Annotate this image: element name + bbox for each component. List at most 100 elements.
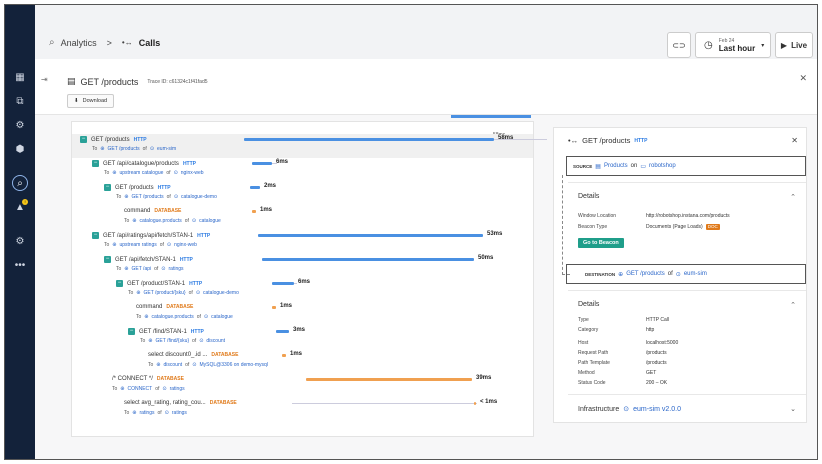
span-duration: 1ms	[280, 303, 293, 309]
destination-endpoint[interactable]: GET /products	[626, 271, 665, 277]
time-range-selector[interactable]: ◷ Feb 24 Last hour ▾	[695, 32, 771, 58]
span-service[interactable]: ratings	[171, 410, 187, 416]
span-duration-bar[interactable]	[474, 402, 476, 405]
span-row[interactable]: − GET /api/catalogue/products HTTP To ⊕ upstr…	[72, 158, 533, 182]
span-row[interactable]: − GET /api/ratings/api/fetch/STAN-1 HTTP To…	[72, 230, 533, 254]
to-label: To	[124, 218, 130, 224]
chevron-down-icon[interactable]: ⌄	[790, 406, 796, 413]
span-duration-bar[interactable]	[272, 306, 276, 309]
detail-close-icon[interactable]: ✕	[791, 136, 798, 145]
span-row[interactable]: /* CONNECT */DATABASE To ⊕ CONNECT of ⊙ rating…	[72, 374, 533, 398]
applications-icon[interactable]: ⧉	[16, 95, 24, 107]
close-icon[interactable]: ✕	[799, 73, 807, 83]
span-endpoint[interactable]: discount	[163, 362, 183, 368]
span-row[interactable]: − GET /api/fetch/STAN-1 HTTP To ⊕ GET /api of ⊙…	[72, 254, 533, 278]
platforms-icon[interactable]: ⚙	[15, 119, 25, 131]
span-row[interactable]: − GET /products HTTP To ⊕ GET /products of ⊙ eum…	[72, 134, 572, 158]
more-icon[interactable]: •••	[14, 259, 26, 271]
span-endpoint[interactable]: GET /find/{sku}	[155, 338, 190, 344]
endpoint-icon: ⊕	[148, 338, 153, 344]
span-duration-bar[interactable]	[272, 282, 294, 285]
collapse-icon[interactable]: ⇥	[41, 75, 48, 84]
span-service[interactable]: catalogue	[211, 314, 233, 320]
collapse-toggle-icon[interactable]: −	[80, 136, 87, 143]
go-to-beacon-button[interactable]: Go to Beacon	[578, 238, 624, 248]
detail-value: localhost:5000	[646, 340, 679, 346]
span-duration-bar[interactable]	[252, 210, 256, 213]
span-endpoint[interactable]: GET /products	[107, 146, 140, 152]
span-duration-bar[interactable]	[282, 354, 286, 357]
span-duration-bar[interactable]	[258, 234, 483, 237]
span-service[interactable]: ratings	[169, 386, 185, 392]
span-row[interactable]: − GET /find/STAN-1 HTTP To ⊕ GET /find/{sku} o…	[72, 326, 533, 350]
collapse-toggle-icon[interactable]: −	[92, 160, 99, 167]
span-duration-bar[interactable]	[262, 258, 474, 261]
span-row[interactable]: select discount0_.id ... DATABASE To ⊕ disco…	[72, 350, 533, 374]
detail-row: Request Path/products	[578, 350, 667, 356]
span-service[interactable]: ratings	[168, 266, 184, 272]
span-duration-bar[interactable]	[250, 186, 260, 189]
span-endpoint[interactable]: ratings	[139, 410, 155, 416]
span-detail: •↔ GET /products HTTP ✕ SOURCE ▤ Product…	[553, 127, 807, 423]
collapse-toggle-icon[interactable]: −	[104, 256, 111, 263]
destination-service[interactable]: eum-sim	[683, 271, 707, 277]
details-title[interactable]: Details	[578, 193, 600, 200]
span-name: GET /products	[115, 184, 154, 191]
details-title[interactable]: Details	[578, 301, 600, 308]
span-header: select avg_rating, rating_cou... DATABASE	[124, 400, 237, 406]
span-endpoint[interactable]: upstream catalogue	[119, 170, 164, 176]
span-row[interactable]: − GET /products HTTP To ⊕ GET /products of ⊙ cat…	[72, 182, 533, 206]
span-service[interactable]: discount	[206, 338, 226, 344]
service-icon: ⊙	[191, 218, 197, 224]
detail-key: Type	[578, 317, 589, 323]
detail-value: /products	[646, 350, 667, 356]
service-icon: ⊙	[166, 242, 172, 248]
span-service[interactable]: eum-sim	[157, 146, 177, 152]
to-label: To	[124, 410, 130, 416]
span-endpoint[interactable]: catalogue.products	[139, 218, 182, 224]
detail-row: Type HTTP Call	[578, 317, 669, 323]
span-row[interactable]: command DATABASE To ⊕ catalogue.products of ⊙ c…	[72, 206, 533, 230]
span-endpoint[interactable]: upstream ratings	[119, 242, 157, 248]
span-row[interactable]: − GET /product/STAN-1 HTTP To ⊕ GET /product/…	[72, 278, 533, 302]
span-endpoint[interactable]: CONNECT	[127, 386, 153, 392]
span-service[interactable]: nginx-web	[174, 242, 197, 248]
to-label: To	[104, 170, 110, 176]
collapse-toggle-icon[interactable]: −	[128, 328, 135, 335]
live-button[interactable]: ▶ Live	[775, 32, 813, 58]
collapse-toggle-icon[interactable]: −	[116, 280, 123, 287]
collapse-toggle-icon[interactable]: −	[92, 232, 99, 239]
download-button[interactable]: ⬇ Download	[67, 94, 115, 108]
source-site[interactable]: robotshop	[648, 163, 676, 169]
span-duration-bar[interactable]	[252, 162, 272, 165]
span-service[interactable]: catalogue-demo	[181, 194, 217, 200]
span-row[interactable]: select avg_rating, rating_cou... DATABASE…	[72, 398, 533, 422]
infrastructure-row[interactable]: Infrastructure ⊙ eum-sim v2.0.0	[578, 405, 681, 414]
span-duration: 3ms	[293, 327, 306, 333]
span-endpoint[interactable]: GET /api	[131, 266, 152, 272]
span-service[interactable]: catalogue	[199, 218, 221, 224]
chevron-up-icon[interactable]: ⌃	[790, 194, 796, 201]
span-service[interactable]: MySQL@3306 on demo-mysql	[199, 362, 268, 368]
span-service[interactable]: catalogue-demo	[203, 290, 239, 296]
span-row[interactable]: command DATABASE To ⊕ catalogue.products of ⊙ c…	[72, 302, 533, 326]
span-endpoint[interactable]: GET /product/{sku}	[143, 290, 186, 296]
source-page[interactable]: Products	[603, 163, 628, 169]
events-icon[interactable]: ▲!	[12, 199, 28, 215]
settings-icon[interactable]: ⚙	[15, 235, 25, 247]
websites-icon[interactable]: ▦	[15, 71, 25, 83]
analytics-icon[interactable]: ⌕	[12, 175, 28, 191]
collapse-toggle-icon[interactable]: −	[104, 184, 111, 191]
span-duration-bar[interactable]	[306, 378, 472, 381]
span-service[interactable]: nginx-web	[180, 170, 204, 176]
of-label: of	[184, 218, 189, 224]
span-endpoint[interactable]: catalogue.products	[151, 314, 194, 320]
span-name: GET /products	[91, 136, 130, 143]
span-duration-bar[interactable]	[244, 138, 494, 141]
breadcrumb-analytics[interactable]: Analytics	[60, 37, 97, 48]
span-duration-bar[interactable]	[276, 330, 289, 333]
chevron-up-icon[interactable]: ⌃	[790, 302, 796, 309]
link-button[interactable]: ⊂⊃	[667, 32, 691, 58]
infrastructure-icon[interactable]: ⬢	[15, 143, 25, 155]
span-endpoint[interactable]: GET /products	[131, 194, 164, 200]
